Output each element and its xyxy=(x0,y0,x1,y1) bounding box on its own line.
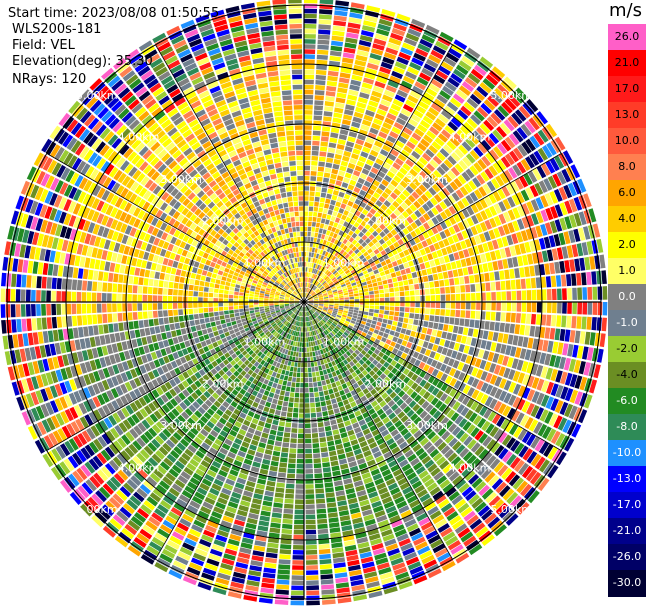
range-ring-label: 4.00km xyxy=(118,131,160,144)
azimuth-spoke xyxy=(303,301,562,451)
colorbar-segment xyxy=(608,362,646,389)
range-ring-label: 2.00km xyxy=(365,215,407,228)
colorbar-tick-label: -10.0 xyxy=(612,446,642,459)
colorbar-tick-label: -21.0 xyxy=(612,524,642,537)
colorbar-unit-label: m/s xyxy=(609,0,642,21)
colorbar-tick-label: 4.0 xyxy=(618,212,636,225)
range-ring-label: 3.00km xyxy=(406,173,448,186)
colorbar: 26.0 21.0 17.0 13.0 10.0 8.0 6.0 4.0 2.0 1.0 0.0 -1… xyxy=(608,24,646,597)
start-time-label: Start time: 2023/08/08 01:50:55 xyxy=(8,6,220,21)
colorbar-segment xyxy=(608,336,646,363)
colorbar-tick-label: 13.0 xyxy=(614,108,640,121)
range-ring-label: 1.00km xyxy=(323,336,365,349)
range-ring-label: 2.00km xyxy=(202,215,244,228)
colorbar-tick-label: 6.0 xyxy=(618,186,636,199)
range-ring-label: 1.00km xyxy=(244,336,286,349)
range-ring-label: 1.00km xyxy=(323,256,365,269)
range-ring-label: 4.00km xyxy=(449,462,491,475)
range-ring-label: 3.00km xyxy=(160,173,202,186)
range-ring-label: 5.00km xyxy=(76,89,118,102)
colorbar-segment xyxy=(608,466,646,493)
colorbar-tick-label: -26.0 xyxy=(612,550,642,563)
range-ring-label: 2.00km xyxy=(365,377,407,390)
range-ring-label: 5.00km xyxy=(76,503,118,516)
station-label: WLS200s-181 xyxy=(12,22,102,37)
colorbar-segment xyxy=(608,154,646,181)
radar-bins xyxy=(0,0,608,606)
colorbar-tick-label: 26.0 xyxy=(614,30,640,43)
range-ring-label: 3.00km xyxy=(406,419,448,432)
azimuth-spoke xyxy=(303,44,453,303)
colorbar-segment xyxy=(608,50,646,77)
colorbar-segment xyxy=(608,24,646,51)
colorbar-tick-label: 10.0 xyxy=(614,134,640,147)
colorbar-segment xyxy=(608,388,646,415)
range-ring-label: 4.00km xyxy=(449,131,491,144)
colorbar-segment xyxy=(608,310,646,337)
range-ring-label: 5.00km xyxy=(490,503,532,516)
nrays-label: NRays: 120 xyxy=(12,72,87,87)
azimuth-spoke xyxy=(303,153,562,303)
colorbar-tick-label: 21.0 xyxy=(614,56,640,69)
colorbar-segment xyxy=(608,180,646,207)
colorbar-tick-label: 0.0 xyxy=(618,290,636,303)
colorbar-tick-label: -2.0 xyxy=(616,342,638,355)
azimuth-spoke xyxy=(303,301,453,560)
colorbar-tick-label: -13.0 xyxy=(612,472,642,485)
elevation-label: Elevation(deg): 35.30 xyxy=(12,54,153,69)
colorbar-segment xyxy=(608,232,646,259)
colorbar-tick-label: -6.0 xyxy=(616,394,638,407)
azimuth-spoke xyxy=(155,44,305,303)
colorbar-tick-label: -1.0 xyxy=(616,316,638,329)
range-ring-label: 3.00km xyxy=(160,419,202,432)
colorbar-segment xyxy=(608,492,646,519)
colorbar-segment xyxy=(608,544,646,571)
range-ring-label: 4.00km xyxy=(118,462,160,475)
colorbar-segment xyxy=(608,206,646,233)
azimuth-spoke xyxy=(155,301,305,560)
colorbar-tick-label: 1.0 xyxy=(618,264,636,277)
colorbar-tick-label: 2.0 xyxy=(618,238,636,251)
colorbar-segment xyxy=(608,414,646,441)
colorbar-segment xyxy=(608,76,646,103)
azimuth-spoke xyxy=(46,153,305,303)
range-ring-label: 1.00km xyxy=(244,256,286,269)
colorbar-segment xyxy=(608,258,646,285)
colorbar-tick-label: -8.0 xyxy=(616,420,638,433)
colorbar-segment xyxy=(608,284,646,311)
colorbar-segment xyxy=(608,518,646,545)
colorbar-segment xyxy=(608,440,646,467)
range-ring-label: 5.00km xyxy=(490,89,532,102)
colorbar-segment xyxy=(608,570,646,597)
colorbar-segment xyxy=(608,102,646,129)
colorbar-tick-label: -17.0 xyxy=(612,498,642,511)
azimuth-spoke xyxy=(46,301,305,451)
colorbar-tick-label: 8.0 xyxy=(618,160,636,173)
field-label: Field: VEL xyxy=(12,38,75,53)
colorbar-tick-label: 17.0 xyxy=(614,82,640,95)
colorbar-tick-label: -30.0 xyxy=(612,576,642,589)
colorbar-segment xyxy=(608,128,646,155)
colorbar-tick-label: -4.0 xyxy=(616,368,638,381)
range-ring-label: 2.00km xyxy=(202,377,244,390)
